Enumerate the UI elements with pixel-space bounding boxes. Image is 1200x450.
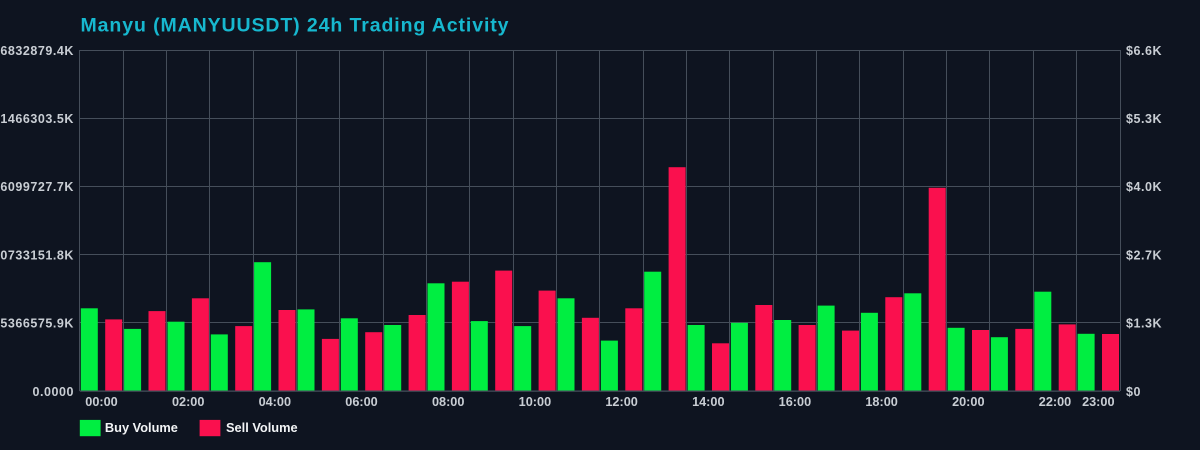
svg-text:23:00: 23:00: [1082, 395, 1114, 409]
svg-text:Buy Volume: Buy Volume: [105, 420, 178, 435]
svg-text:22:00: 22:00: [1039, 395, 1071, 409]
svg-text:$2.7K: $2.7K: [1126, 248, 1162, 262]
svg-text:16:00: 16:00: [779, 395, 811, 409]
svg-text:5366575.9K: 5366575.9K: [0, 317, 74, 331]
svg-text:10733151.8K: 10733151.8K: [0, 248, 74, 262]
svg-text:$5.3K: $5.3K: [1126, 112, 1162, 126]
svg-text:00:00: 00:00: [85, 395, 117, 409]
svg-text:08:00: 08:00: [432, 395, 464, 409]
svg-text:04:00: 04:00: [259, 395, 291, 409]
svg-text:18:00: 18:00: [865, 395, 897, 409]
svg-text:Sell Volume: Sell Volume: [226, 420, 298, 435]
svg-text:10:00: 10:00: [519, 395, 551, 409]
svg-text:16099727.7K: 16099727.7K: [0, 180, 74, 194]
svg-text:Manyu (MANYUUSDT) 24h Trading: Manyu (MANYUUSDT) 24h Trading Activity: [81, 15, 510, 37]
svg-text:$4.0K: $4.0K: [1126, 180, 1162, 194]
svg-text:06:00: 06:00: [345, 395, 377, 409]
svg-text:26832879.4K: 26832879.4K: [0, 44, 74, 58]
svg-text:12:00: 12:00: [605, 395, 637, 409]
svg-text:02:00: 02:00: [172, 395, 204, 409]
svg-text:$0: $0: [1126, 385, 1141, 399]
svg-text:20:00: 20:00: [952, 395, 984, 409]
svg-text:14:00: 14:00: [692, 395, 724, 409]
svg-text:$1.3K: $1.3K: [1126, 317, 1162, 331]
svg-text:$6.6K: $6.6K: [1126, 44, 1162, 58]
svg-text:21466303.5K: 21466303.5K: [0, 112, 74, 126]
svg-text:0.0000: 0.0000: [32, 385, 74, 399]
